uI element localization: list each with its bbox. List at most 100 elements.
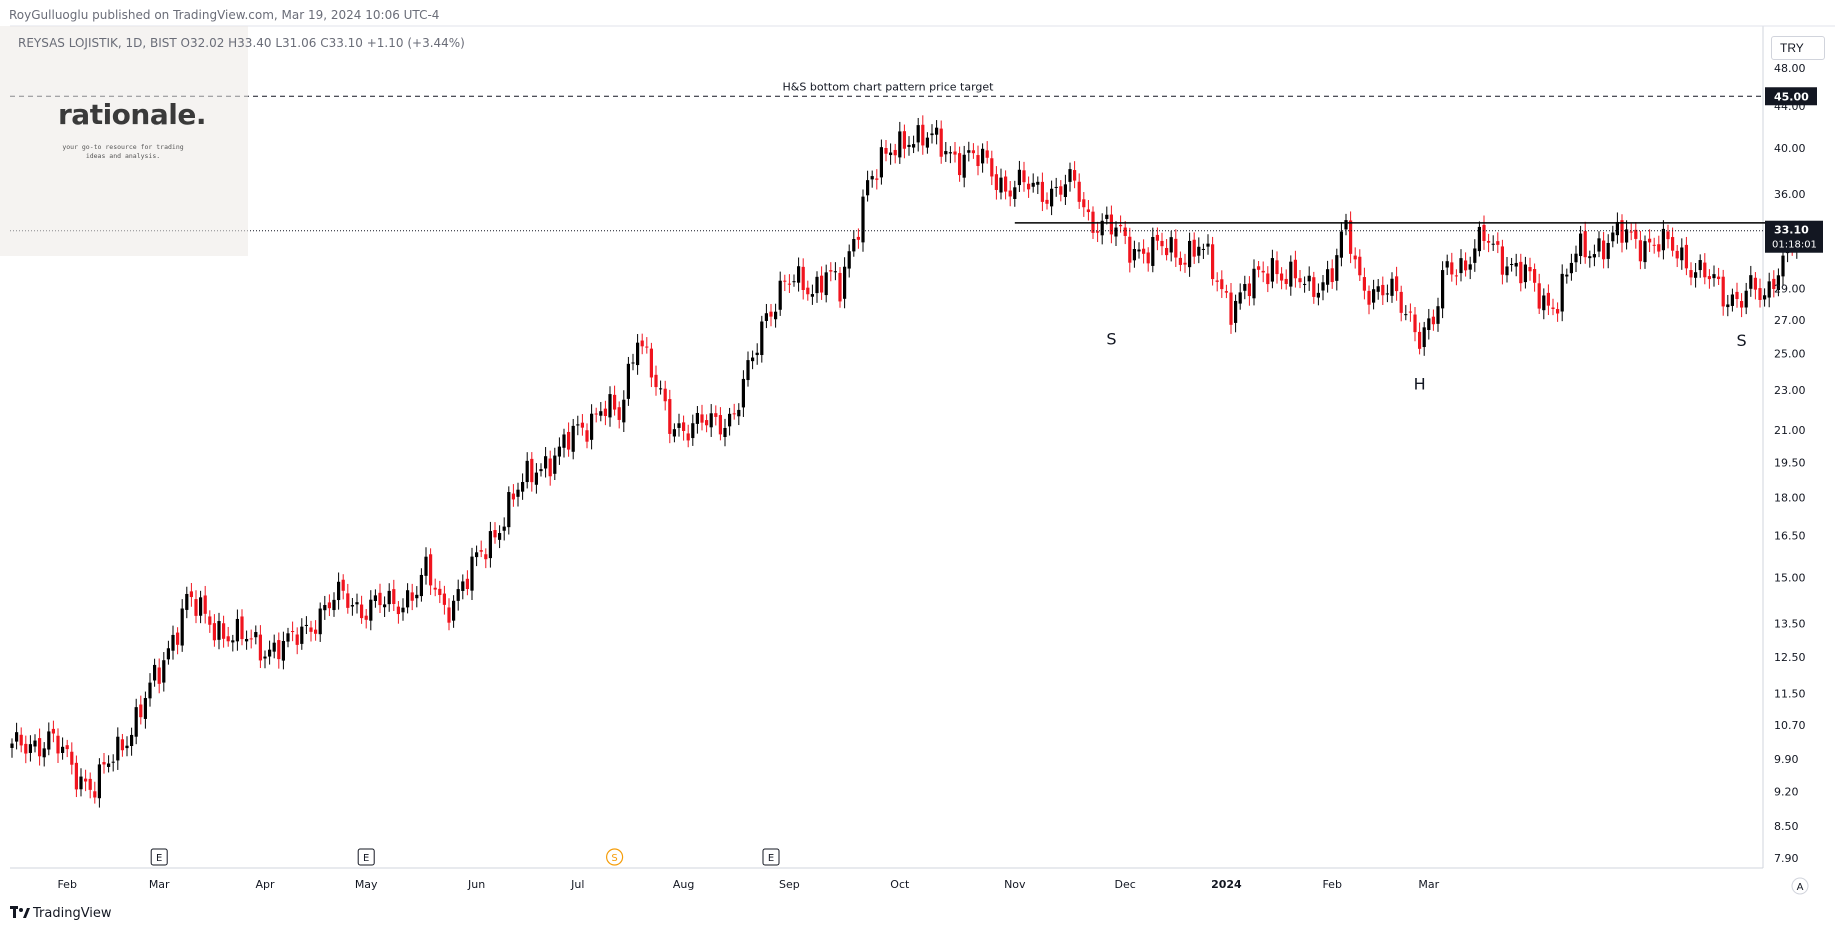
candle [438, 580, 442, 604]
candle [1514, 253, 1518, 277]
candle [1211, 236, 1215, 286]
candle [746, 351, 750, 387]
candle [116, 727, 120, 770]
candle [1422, 321, 1426, 356]
earnings-marker[interactable]: E [357, 848, 375, 866]
candle [1427, 308, 1431, 340]
candle [1496, 232, 1500, 254]
candle [930, 124, 934, 144]
candle [668, 389, 672, 444]
candle [1413, 306, 1417, 342]
candle [1132, 240, 1136, 268]
y-tick-label: 15.00 [1774, 571, 1806, 584]
candle [1689, 262, 1693, 286]
candle [580, 414, 584, 436]
candle [912, 135, 916, 154]
candle [38, 728, 42, 766]
candle [718, 407, 722, 441]
candle [1220, 270, 1224, 298]
candle [401, 598, 405, 621]
candle [281, 631, 285, 670]
candle [1390, 272, 1394, 303]
candle [189, 582, 193, 607]
auto-scale-button[interactable]: A [1791, 877, 1809, 895]
y-tick-label: 48.00 [1774, 62, 1806, 75]
candle [1721, 269, 1725, 316]
candle [1022, 161, 1026, 192]
candle [1487, 233, 1491, 253]
x-tick-label: Apr [255, 878, 275, 891]
candle [1753, 272, 1757, 300]
candle [1100, 213, 1104, 245]
candle [222, 615, 226, 648]
x-tick-label: Feb [57, 878, 76, 891]
candle [1763, 288, 1767, 307]
candle [525, 452, 529, 489]
candle [479, 540, 483, 558]
candle [1183, 253, 1187, 273]
candle [1661, 220, 1665, 260]
candle [695, 406, 699, 434]
candle [1146, 247, 1150, 272]
candle [1431, 309, 1435, 331]
candle [1054, 177, 1058, 197]
currency-selector[interactable]: TRY [1771, 36, 1825, 60]
split-marker[interactable]: S [605, 848, 624, 866]
candle [470, 547, 474, 601]
candle [1358, 249, 1362, 282]
candle [1197, 237, 1201, 264]
candle [42, 742, 46, 767]
candle [125, 736, 129, 757]
candle [1353, 247, 1357, 269]
logo-tagline-line-2: ideas and analysis. [85, 152, 161, 160]
candle [677, 413, 681, 437]
candle [1275, 251, 1279, 284]
candle [1500, 239, 1504, 285]
candle [1086, 200, 1090, 221]
candle [1684, 236, 1688, 276]
candle [166, 640, 170, 665]
candle [585, 423, 589, 449]
candle [944, 141, 948, 162]
candle [608, 386, 612, 427]
candle [176, 627, 180, 655]
candle [51, 720, 55, 743]
candle [1537, 273, 1541, 315]
x-tick-label: Jul [570, 878, 584, 891]
svg-text:01:18:01: 01:18:01 [1772, 240, 1817, 251]
candle [1698, 254, 1702, 278]
candle [1602, 232, 1606, 269]
candle [396, 601, 400, 624]
candle [1312, 271, 1316, 304]
candle [553, 447, 557, 481]
candle [111, 754, 115, 772]
y-tick-label: 13.50 [1774, 617, 1806, 630]
candle [1385, 284, 1389, 303]
candle [1151, 227, 1155, 273]
pattern-label: H [1414, 374, 1426, 393]
svg-text:S: S [611, 853, 617, 864]
candle [1625, 220, 1629, 250]
candle [640, 333, 644, 355]
candle [1321, 274, 1325, 301]
candle [1675, 244, 1679, 268]
candle [1749, 265, 1753, 297]
x-tick-label: Mar [1418, 878, 1439, 891]
candle [829, 262, 833, 282]
candle [286, 627, 290, 648]
x-tick-label: Aug [673, 878, 694, 891]
candle [1036, 176, 1040, 195]
candle [1703, 253, 1707, 285]
candle [1450, 252, 1454, 282]
candle [493, 522, 497, 544]
earnings-marker[interactable]: E [150, 848, 168, 866]
y-tick-label: 8.50 [1774, 820, 1799, 833]
candle [1114, 221, 1118, 247]
candle [939, 120, 943, 164]
candle [1349, 211, 1353, 264]
candle [378, 583, 382, 614]
candle [1707, 269, 1711, 289]
candle [962, 145, 966, 188]
candle [488, 521, 492, 568]
earnings-marker[interactable]: E [762, 848, 780, 866]
